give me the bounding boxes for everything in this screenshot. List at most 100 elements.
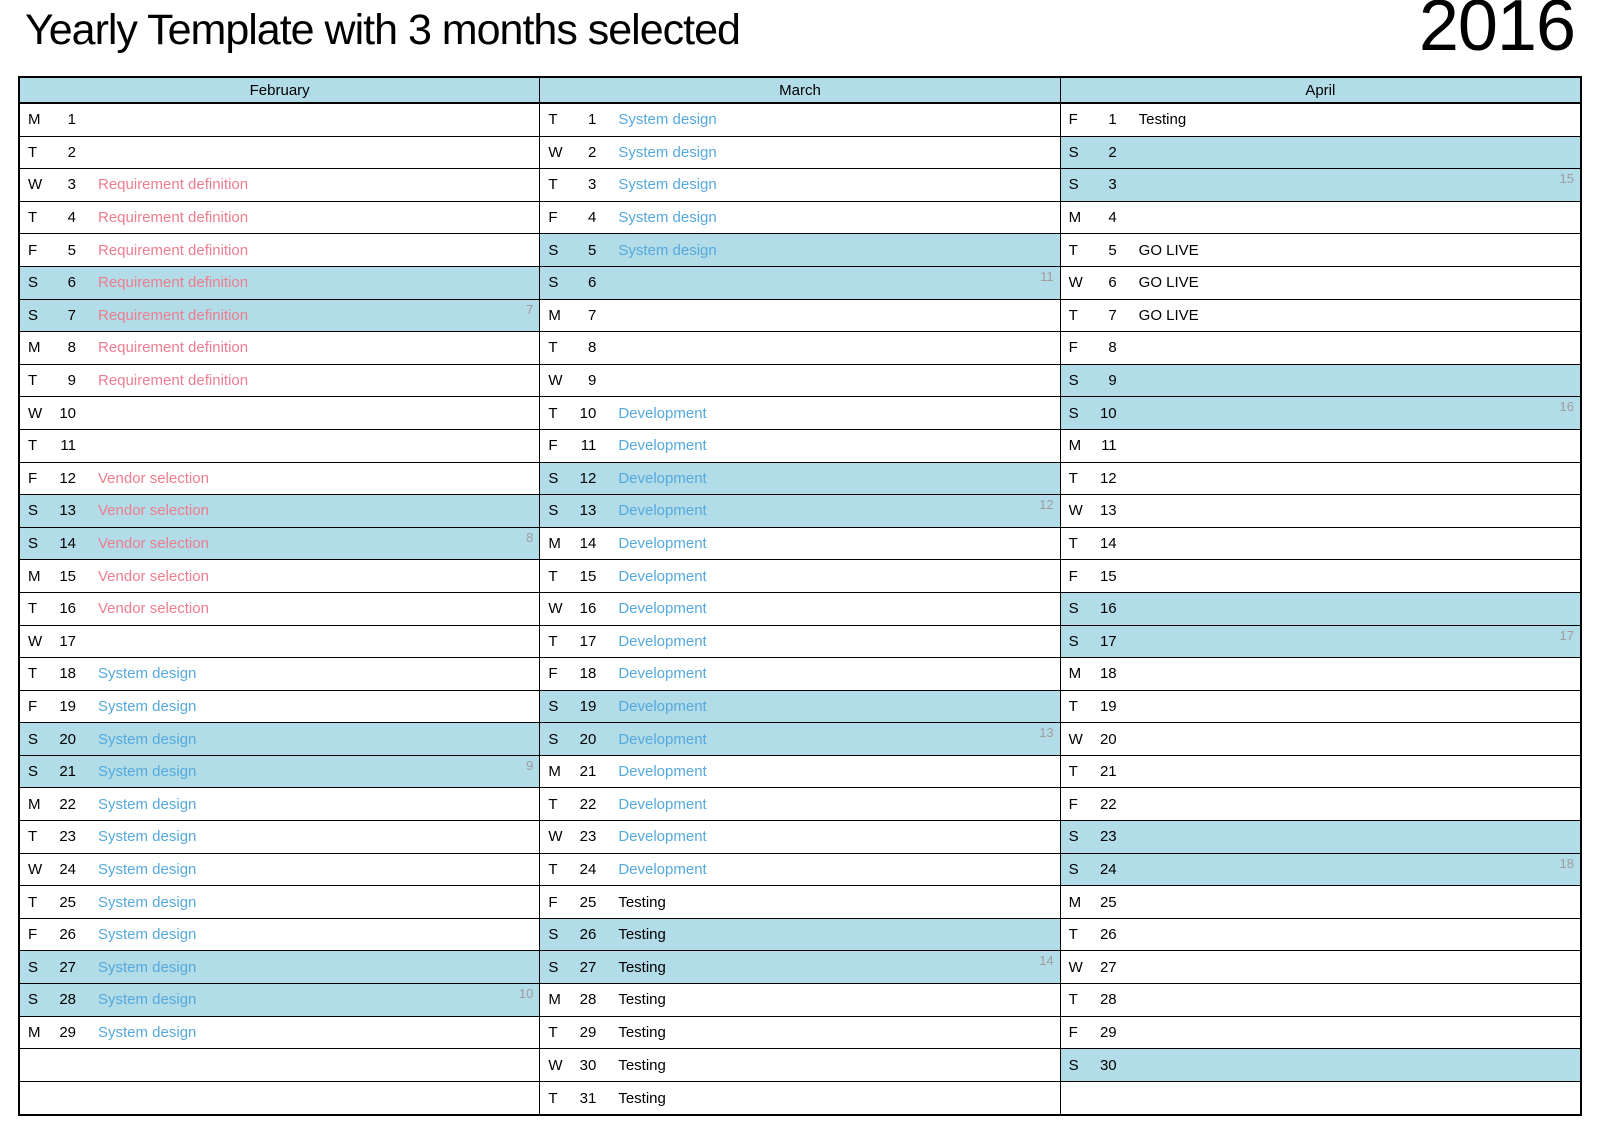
day-number: 2 — [587, 143, 597, 161]
event-label: Requirement definition — [98, 372, 249, 390]
event-label: System design — [98, 860, 197, 878]
event-label: Development — [618, 600, 707, 618]
day-letter: T — [28, 437, 38, 455]
day-number: 13 — [579, 502, 597, 520]
day-number: 23 — [579, 828, 597, 846]
event-label: Testing — [1138, 111, 1187, 129]
day-cell-february-23: T 23 System design — [20, 821, 540, 854]
day-number: 6 — [67, 274, 76, 292]
day-number: 8 — [67, 339, 76, 357]
day-number: 15 — [579, 567, 597, 585]
day-cell-february-11: T 11 — [20, 429, 540, 463]
day-letter: W — [28, 176, 43, 194]
day-letter: F — [548, 665, 558, 683]
day-letter: T — [28, 143, 38, 161]
day-number: 25 — [59, 893, 76, 911]
day-number: 28 — [1099, 991, 1117, 1009]
day-cell-april-12: T 12 — [1060, 462, 1580, 496]
event-label: Development — [618, 535, 707, 553]
week-number: 8 — [526, 529, 534, 545]
month-column-april: April F 1 Testing S 2 S 3 15 M 4 T 5 GO LIVE W 6 GO LIV… — [1060, 78, 1580, 1115]
day-letter: T — [1068, 535, 1078, 553]
day-number: 23 — [59, 828, 76, 846]
day-cell-february-28: S 28 System design 10 — [20, 984, 540, 1017]
day-cell-february-8: M 8 Requirement definition — [20, 332, 540, 365]
day-letter: T — [28, 828, 38, 846]
day-letter: T — [548, 567, 558, 585]
day-letter: S — [28, 306, 39, 324]
day-number: 7 — [1108, 306, 1117, 324]
month-header-february: February — [20, 78, 540, 104]
event-label: Development — [618, 404, 707, 422]
event-label: Requirement definition — [98, 339, 249, 357]
day-cell-april-1: F 1 Testing — [1060, 104, 1580, 137]
day-number: 27 — [59, 958, 76, 976]
day-number: 28 — [59, 991, 76, 1009]
day-letter: M — [548, 763, 561, 781]
day-letter: S — [548, 926, 559, 944]
month-days-march: T 1 System design W 2 System design T 3 System d… — [540, 104, 1060, 1115]
day-number: 2 — [67, 143, 76, 161]
day-number: 19 — [579, 697, 597, 715]
event-label: Requirement definition — [98, 274, 249, 292]
day-cell-april-15: F 15 — [1060, 560, 1580, 593]
day-cell-february-27: S 27 System design — [20, 951, 540, 985]
week-number: 13 — [1039, 725, 1054, 741]
day-cell-april-28: T 28 — [1060, 984, 1580, 1017]
event-label: System design — [618, 209, 717, 227]
event-label: Testing — [618, 1056, 666, 1074]
day-number: 25 — [1099, 893, 1117, 911]
day-number: 21 — [579, 763, 597, 781]
day-number: 24 — [1099, 860, 1117, 878]
day-number: 20 — [579, 730, 597, 748]
event-label: Vendor selection — [98, 469, 209, 487]
day-number: 14 — [1099, 535, 1117, 553]
day-number: 18 — [579, 665, 597, 683]
event-label: Development — [618, 860, 707, 878]
day-cell-march-20: S 20 Development 13 — [540, 723, 1060, 756]
day-number: 26 — [59, 926, 76, 944]
event-label: Testing — [618, 991, 666, 1009]
day-cell-march-2: W 2 System design — [540, 136, 1060, 170]
event-label: Development — [618, 828, 707, 846]
day-letter: F — [28, 697, 38, 715]
day-cell-april-26: T 26 — [1060, 918, 1580, 952]
day-letter: M — [1068, 437, 1082, 455]
day-number: 10 — [1099, 404, 1117, 422]
day-letter: M — [28, 567, 41, 585]
event-label: GO LIVE — [1138, 306, 1199, 324]
day-number: 15 — [59, 567, 76, 585]
day-letter: F — [1068, 1023, 1078, 1041]
event-label: Vendor selection — [98, 600, 209, 618]
event-label: System design — [98, 1023, 197, 1041]
day-number: 6 — [1108, 274, 1117, 292]
day-letter: T — [1068, 697, 1078, 715]
day-cell-february-9: T 9 Requirement definition — [20, 364, 540, 398]
day-cell-february-20: S 20 System design — [20, 723, 540, 756]
event-label: Vendor selection — [98, 567, 209, 585]
day-number: 24 — [59, 860, 76, 878]
day-cell-february-10: W 10 — [20, 397, 540, 430]
week-number: 15 — [1559, 171, 1574, 187]
day-cell-february-6: S 6 Requirement definition — [20, 266, 540, 300]
day-number: 17 — [579, 632, 597, 650]
day-letter: S — [1068, 828, 1079, 846]
day-cell-february-7: S 7 Requirement definition 7 — [20, 299, 540, 333]
day-letter: T — [1068, 763, 1078, 781]
event-label: Development — [618, 665, 707, 683]
day-letter: M — [548, 306, 561, 324]
day-letter: S — [28, 958, 39, 976]
day-letter: M — [1068, 665, 1082, 683]
event-label: Development — [618, 567, 707, 585]
day-cell-march-23: W 23 Development — [540, 821, 1060, 854]
day-number: 18 — [59, 665, 76, 683]
day-number: 25 — [579, 893, 597, 911]
day-number: 29 — [579, 1023, 597, 1041]
day-letter: F — [28, 926, 38, 944]
day-number: 12 — [1099, 469, 1117, 487]
day-number: 5 — [1108, 241, 1117, 259]
day-letter: M — [28, 1023, 41, 1041]
